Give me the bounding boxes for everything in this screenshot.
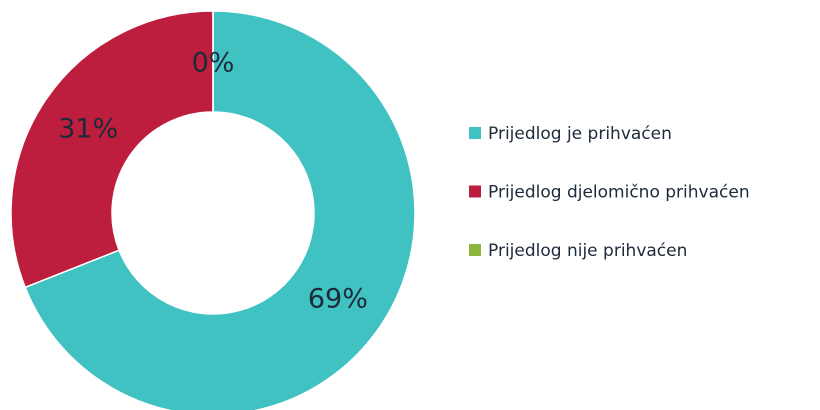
legend-label: Prijedlog nije prihvaćen — [488, 241, 687, 261]
slice-label: 0% — [192, 48, 235, 79]
legend-label: Prijedlog djelomično prihvaćen — [488, 183, 750, 203]
slice — [10, 10, 214, 289]
legend-swatch — [469, 185, 481, 198]
legend-swatch — [469, 127, 481, 139]
slice-label: 31% — [58, 114, 118, 145]
legend-label: Prijedlog je prihvaćen — [488, 124, 672, 144]
slice — [24, 10, 416, 410]
slice-label: 69% — [308, 283, 368, 314]
legend-swatch — [469, 244, 481, 256]
